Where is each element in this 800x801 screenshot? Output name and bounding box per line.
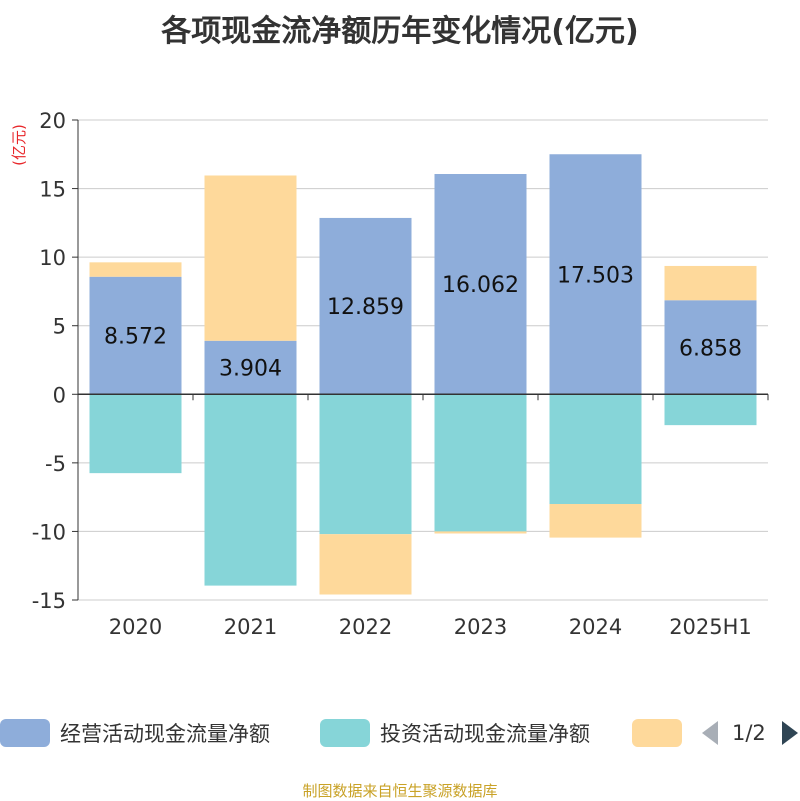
legend-swatch-investing: [320, 719, 370, 747]
data-label: 8.572: [104, 325, 167, 350]
data-label: 6.858: [679, 336, 742, 361]
y-tick-label: -5: [45, 452, 66, 476]
legend-item-investing[interactable]: 投资活动现金流量净额: [320, 718, 590, 748]
data-label: 12.859: [327, 295, 404, 320]
bar-series0-2023: [434, 174, 527, 395]
legend-label-operating: 经营活动现金流量净额: [60, 722, 270, 746]
y-axis-label: (亿元): [10, 124, 28, 166]
y-tick-label: 0: [53, 383, 66, 407]
legend-prev-page-icon[interactable]: [702, 721, 718, 745]
y-tick-label: -10: [32, 520, 66, 544]
legend-swatch-third: [632, 719, 682, 747]
legend-swatch-operating: [0, 719, 50, 747]
bar-series0-2022: [319, 217, 412, 395]
y-tick-label: 15: [39, 178, 66, 202]
bar-series1-2023: [434, 394, 527, 532]
legend-page-indicator: 1/2: [732, 721, 766, 745]
bar-series1-2025H1: [664, 394, 757, 426]
data-label: 3.904: [219, 357, 282, 382]
source-note: 制图数据来自恒生聚源数据库: [302, 782, 498, 800]
bar-series2-2021: [204, 175, 297, 341]
bar-series2-2022: [319, 534, 412, 595]
y-tick-label: -15: [32, 589, 66, 613]
legend-item-operating[interactable]: 经营活动现金流量净额: [0, 718, 270, 748]
bar-series2-2020: [89, 262, 182, 277]
x-tick-label: 2023: [454, 615, 507, 639]
x-tick-label: 2024: [569, 615, 622, 639]
y-tick-label: 5: [53, 315, 66, 339]
x-tick-label: 2025H1: [669, 615, 752, 639]
x-tick-label: 2020: [109, 615, 162, 639]
y-tick-label: 20: [39, 109, 66, 133]
bar-series2-2024: [549, 504, 642, 538]
bar-series0-2025H1: [664, 300, 757, 395]
bar-series2-2025H1: [664, 265, 757, 301]
bar-series0-2021: [204, 340, 297, 395]
bar-series1-2024: [549, 394, 642, 504]
bar-series0-2020: [89, 276, 182, 395]
bar-series0-2024: [549, 154, 642, 395]
data-label: 16.062: [442, 273, 519, 298]
legend-pager: 1/2: [700, 718, 800, 748]
y-tick-label: 10: [39, 246, 66, 270]
bar-series2-2023: [434, 531, 527, 534]
bar-series1-2022: [319, 394, 412, 535]
legend-label-investing: 投资活动现金流量净额: [380, 722, 590, 746]
bar-series1-2020: [89, 394, 182, 474]
legend-item-third[interactable]: [632, 718, 682, 748]
chart-title: 各项现金流净额历年变化情况(亿元): [161, 14, 639, 49]
bar-series1-2021: [204, 394, 297, 586]
x-tick-label: 2022: [339, 615, 392, 639]
legend-next-page-icon[interactable]: [782, 721, 798, 745]
legend: 经营活动现金流量净额 投资活动现金流量净额 1/2: [0, 712, 800, 756]
data-label: 17.503: [557, 263, 634, 288]
chart-plot: -15 -10 -5 0 5 10 15 20 (亿元) 2020 2021 2022 2023 2024…: [10, 109, 769, 639]
x-tick-label: 2021: [224, 615, 277, 639]
